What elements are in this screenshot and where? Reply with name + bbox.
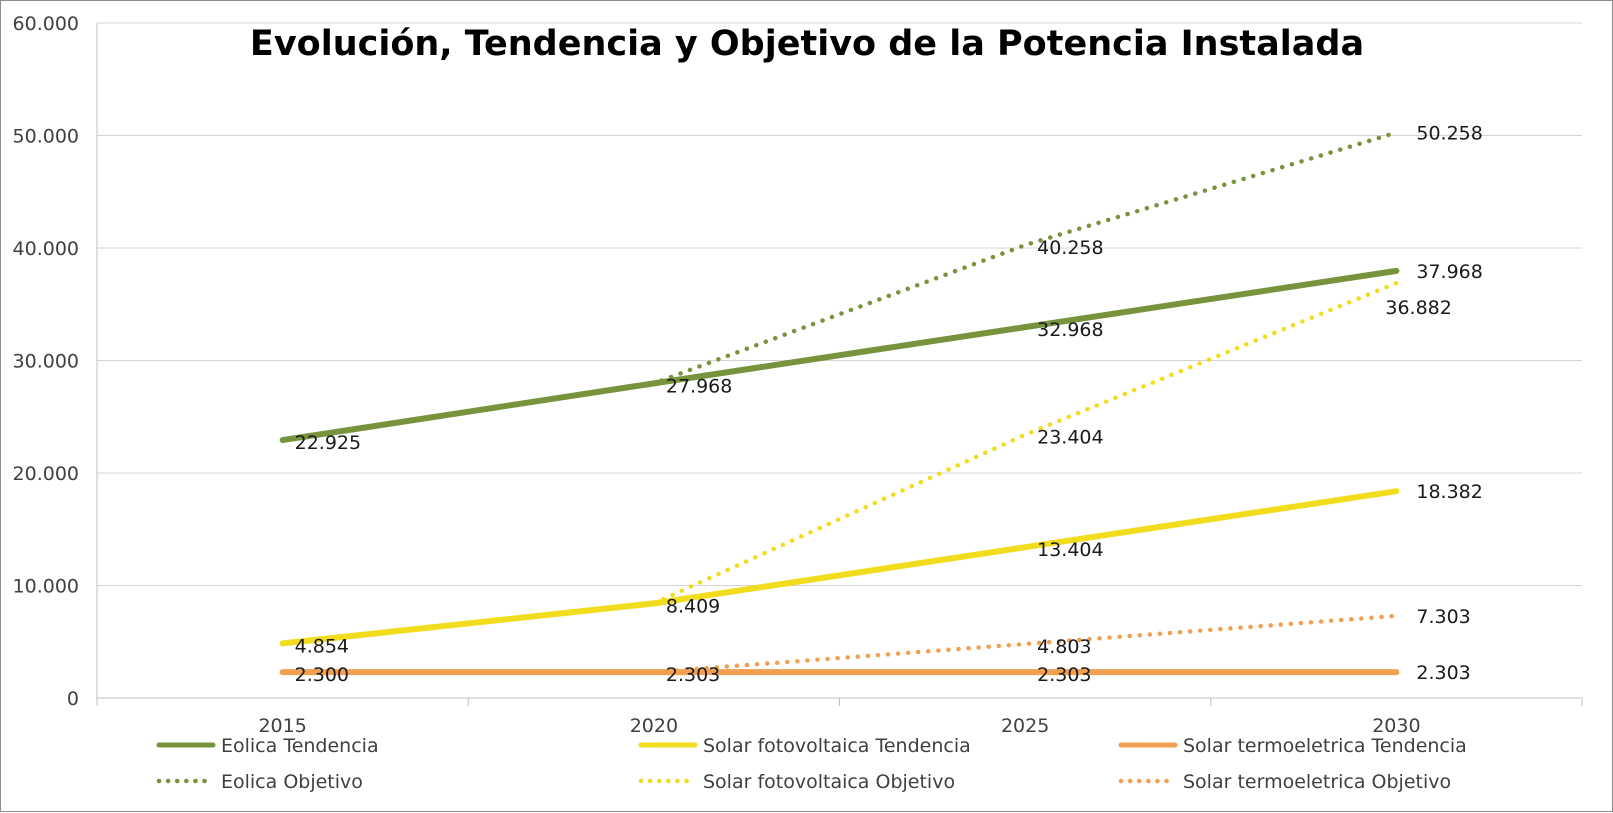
y-tick-label: 20.000 (13, 463, 79, 485)
chart-title: Evolución, Tendencia y Objetivo de la Po… (250, 24, 1364, 64)
x-tick-label: 2015 (258, 715, 306, 737)
legend-label: Solar termoeletrica Objetivo (1183, 771, 1451, 793)
series-line-solar-fotovoltaica-objetivo (283, 283, 1397, 643)
data-label: 40.258 (1037, 237, 1103, 259)
legend-label: Solar fotovoltaica Objetivo (703, 771, 955, 793)
data-label: 27.968 (666, 375, 732, 397)
data-label: 4.854 (295, 635, 349, 657)
data-label: 2.303 (1416, 662, 1470, 684)
data-label: 23.404 (1037, 427, 1103, 449)
legend-label: Eolica Tendencia (221, 735, 379, 757)
series-lines (283, 133, 1397, 673)
data-label: 32.968 (1037, 319, 1103, 341)
y-tick-label: 10.000 (13, 576, 79, 598)
data-label: 2.300 (295, 664, 349, 686)
legend: Eolica Tendencia Solar fotovoltaica Tende… (159, 735, 1467, 793)
x-tick-label: 2020 (630, 715, 678, 737)
data-label: 2.303 (1037, 664, 1091, 686)
series-line-eolica-objetivo (283, 133, 1397, 440)
data-labels: 22.925 27.968 32.968 37.968 4.854 8.409 13.404… (295, 123, 1483, 687)
x-tick-label: 2030 (1372, 715, 1420, 737)
axes: 0 10.000 20.000 30.000 40.000 50.000 60.000 201… (13, 13, 1582, 737)
x-tick-label: 2025 (1001, 715, 1049, 737)
data-label: 18.382 (1416, 481, 1482, 503)
data-label: 37.968 (1416, 261, 1482, 283)
data-label: 36.882 (1385, 297, 1451, 319)
y-tick-label: 0 (67, 688, 79, 710)
y-tick-label: 50.000 (13, 126, 79, 148)
legend-label: Eolica Objetivo (221, 771, 363, 793)
data-label: 7.303 (1416, 606, 1470, 628)
legend-label: Solar fotovoltaica Tendencia (703, 735, 971, 757)
data-label: 13.404 (1037, 539, 1103, 561)
data-label: 50.258 (1416, 123, 1482, 145)
gridlines (97, 23, 1582, 586)
data-label: 4.803 (1037, 636, 1091, 658)
y-tick-label: 60.000 (13, 13, 79, 35)
y-tick-label: 30.000 (13, 351, 79, 373)
y-tick-label: 40.000 (13, 238, 79, 260)
data-label: 22.925 (295, 432, 361, 454)
legend-label: Solar termoeletrica Tendencia (1183, 735, 1467, 757)
series-line-eolica-tendencia (283, 271, 1397, 440)
data-label: 2.303 (666, 664, 720, 686)
data-label: 8.409 (666, 595, 720, 617)
series-line-solar-fotovoltaica-tendencia (283, 491, 1397, 643)
